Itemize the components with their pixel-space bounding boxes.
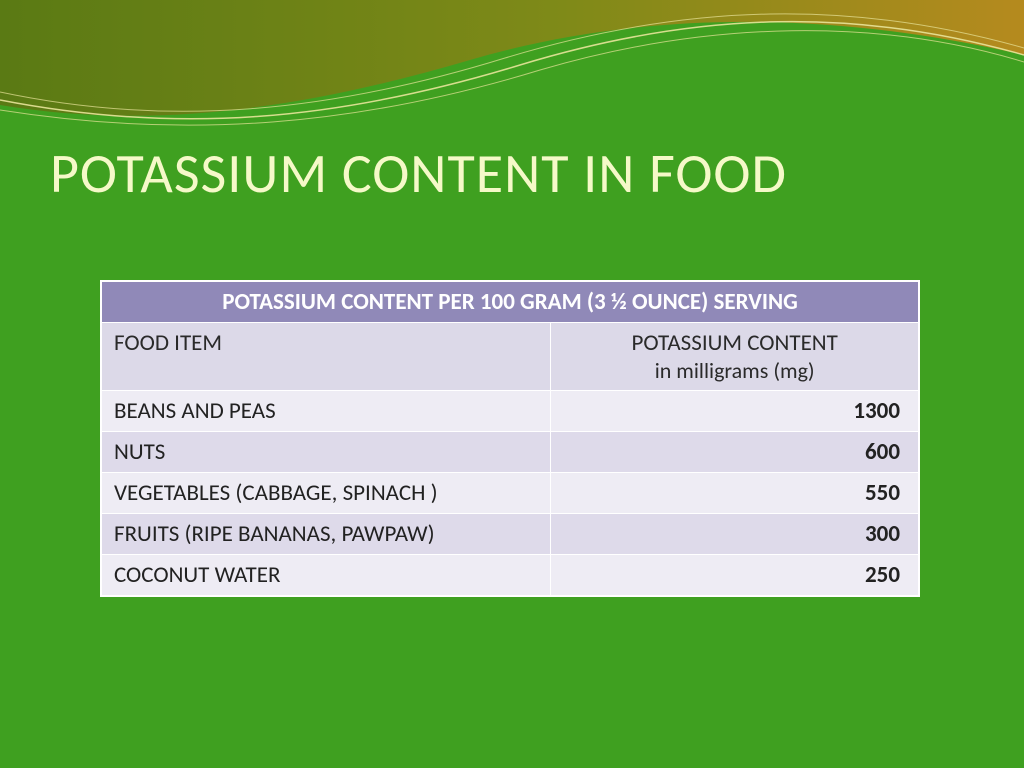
potassium-table: POTASSIUM CONTENT PER 100 GRAM (3 ½ OUNC…	[100, 280, 920, 597]
cell-value: 1300	[551, 391, 919, 432]
cell-food: NUTS	[102, 432, 551, 473]
table-row: BEANS AND PEAS1300	[102, 391, 919, 432]
column-header-potassium: POTASSIUM CONTENT in milligrams (mg)	[551, 323, 919, 391]
cell-food: BEANS AND PEAS	[102, 391, 551, 432]
cell-value: 250	[551, 555, 919, 596]
table-row: VEGETABLES (CABBAGE, SPINACH )550	[102, 473, 919, 514]
slide: POTASSIUM CONTENT IN FOOD POTASSIUM CONT…	[0, 0, 1024, 768]
cell-value: 300	[551, 514, 919, 555]
column-header-food: FOOD ITEM	[102, 323, 551, 391]
cell-food: FRUITS (RIPE BANANAS, PAWPAW)	[102, 514, 551, 555]
table-row: FRUITS (RIPE BANANAS, PAWPAW)300	[102, 514, 919, 555]
page-title: POTASSIUM CONTENT IN FOOD	[50, 140, 787, 208]
table-title: POTASSIUM CONTENT PER 100 GRAM (3 ½ OUNC…	[102, 282, 919, 323]
cell-food: COCONUT WATER	[102, 555, 551, 596]
table-row: NUTS600	[102, 432, 919, 473]
cell-value: 600	[551, 432, 919, 473]
cell-value: 550	[551, 473, 919, 514]
column-header-potassium-line1: POTASSIUM CONTENT	[631, 329, 837, 357]
table-row: COCONUT WATER250	[102, 555, 919, 596]
column-header-potassium-unit: in milligrams (mg)	[563, 357, 906, 384]
cell-food: VEGETABLES (CABBAGE, SPINACH )	[102, 473, 551, 514]
